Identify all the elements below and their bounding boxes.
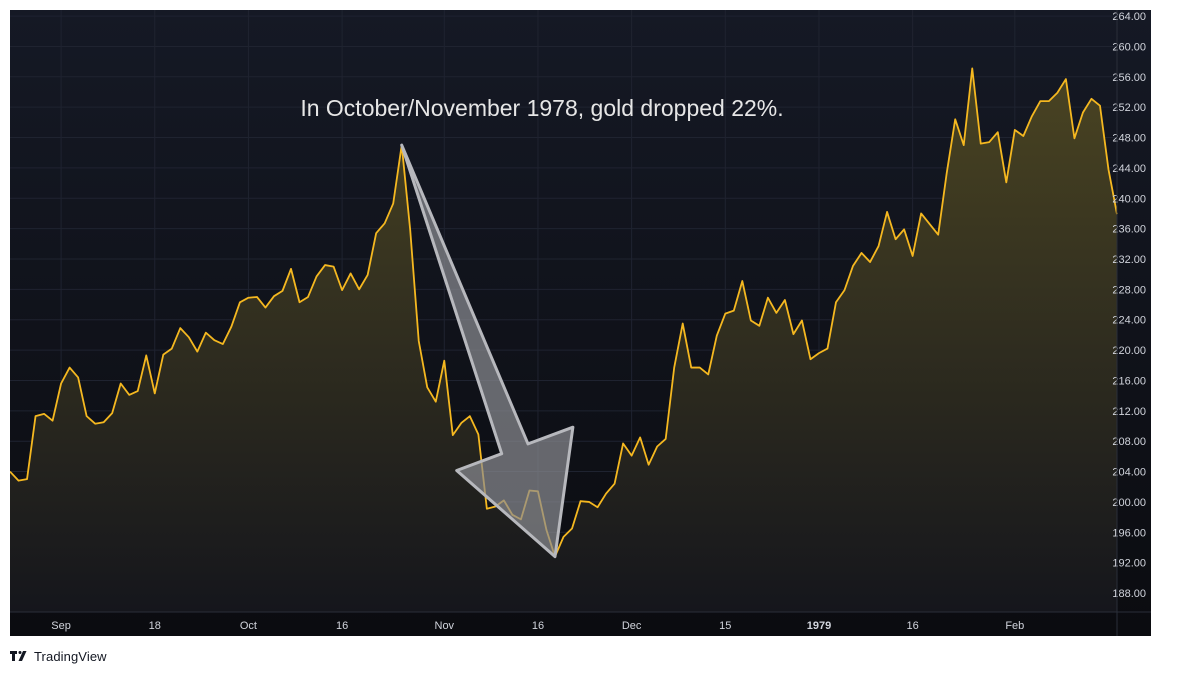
y-tick-label: 188.00 — [1112, 588, 1146, 600]
chart-container: 264.00 260.00 256.00 252.00 248.00 244.00 240.… — [10, 10, 1151, 636]
y-tick-label: 264.00 — [1112, 11, 1146, 23]
price-area-fill — [10, 68, 1117, 612]
x-tick-label: 15 — [719, 620, 731, 632]
x-tick-label: Nov — [435, 620, 455, 632]
axes-layer: 264.00 260.00 256.00 252.00 248.00 244.00 240.… — [10, 10, 1151, 636]
y-tick-label: 200.00 — [1112, 497, 1146, 509]
drop-arrow — [400, 143, 575, 559]
x-tick-label: Dec — [622, 620, 642, 632]
footer-branding: TradingView — [10, 647, 107, 665]
tradingview-logo-icon — [10, 651, 27, 661]
x-tick-label: 16 — [532, 620, 544, 632]
y-tick-label: 232.00 — [1112, 254, 1146, 266]
y-tick-label: 220.00 — [1112, 345, 1146, 357]
y-tick-label: 248.00 — [1112, 133, 1146, 145]
x-tick-label: 16 — [336, 620, 348, 632]
y-tick-label: 236.00 — [1112, 224, 1146, 236]
y-tick-label: 208.00 — [1112, 436, 1146, 448]
x-tick-label: 18 — [149, 620, 161, 632]
y-tick-label: 224.00 — [1112, 315, 1146, 327]
price-line — [10, 67, 1118, 558]
y-tick-label: 212.00 — [1112, 406, 1146, 418]
y-tick-label: 260.00 — [1112, 41, 1146, 53]
y-tick-label: 192.00 — [1112, 558, 1146, 570]
x-tick-label: 16 — [907, 620, 919, 632]
x-tick-label: Sep — [51, 620, 71, 632]
price-chart: 264.00 260.00 256.00 252.00 248.00 244.00 240.… — [10, 10, 1151, 636]
x-tick-label: Feb — [1005, 620, 1024, 632]
price-area-layer — [10, 67, 1118, 612]
tradingview-brand-text: TradingView — [34, 648, 107, 664]
y-tick-label: 252.00 — [1112, 102, 1146, 114]
y-tick-label: 244.00 — [1112, 163, 1146, 175]
x-tick-label: 1979 — [807, 620, 831, 632]
drop-arrow-layer — [400, 143, 575, 559]
chart-annotation: In October/November 1978, gold dropped 2… — [300, 95, 783, 121]
y-tick-label: 196.00 — [1112, 527, 1146, 539]
y-tick-label: 228.00 — [1112, 284, 1146, 296]
y-tick-label: 256.00 — [1112, 72, 1146, 84]
y-tick-label: 216.00 — [1112, 375, 1146, 387]
y-tick-label: 204.00 — [1112, 467, 1146, 479]
y-tick-label: 240.00 — [1112, 193, 1146, 205]
x-tick-label: Oct — [240, 620, 257, 632]
